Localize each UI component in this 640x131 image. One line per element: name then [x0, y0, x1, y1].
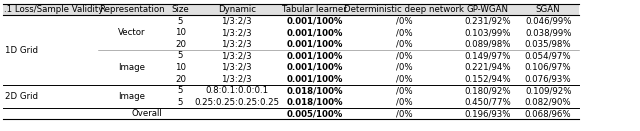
- Text: /0%: /0%: [396, 63, 412, 72]
- Text: 0.001/100%: 0.001/100%: [286, 63, 343, 72]
- Text: /0%: /0%: [396, 51, 412, 60]
- Text: 0.068/96%: 0.068/96%: [525, 109, 572, 118]
- Text: 1/3:2/3: 1/3:2/3: [221, 17, 252, 26]
- Text: 0.001/100%: 0.001/100%: [286, 75, 343, 84]
- Text: /0%: /0%: [396, 109, 412, 118]
- Text: 20: 20: [175, 75, 186, 84]
- Text: /0%: /0%: [396, 40, 412, 49]
- Text: 5: 5: [178, 86, 183, 95]
- Text: 0.221/94%: 0.221/94%: [464, 63, 511, 72]
- Text: 1/3:2/3: 1/3:2/3: [221, 75, 252, 84]
- Text: 5: 5: [178, 17, 183, 26]
- Text: Overall: Overall: [131, 109, 163, 118]
- Text: 0.035/98%: 0.035/98%: [525, 40, 572, 49]
- Text: 0.149/97%: 0.149/97%: [464, 51, 511, 60]
- Text: 5: 5: [178, 98, 183, 107]
- Text: Deterministic deep network: Deterministic deep network: [344, 5, 464, 14]
- Text: /0%: /0%: [396, 17, 412, 26]
- Text: 0.038/99%: 0.038/99%: [525, 28, 572, 37]
- Text: 1/3:2/3: 1/3:2/3: [221, 51, 252, 60]
- Text: 0.001/100%: 0.001/100%: [286, 28, 343, 37]
- Text: 0.231/92%: 0.231/92%: [464, 17, 511, 26]
- Text: 10: 10: [175, 63, 186, 72]
- Bar: [3, 4, 579, 15]
- Text: 1/3:2/3: 1/3:2/3: [221, 28, 252, 37]
- Text: 0.089/98%: 0.089/98%: [464, 40, 511, 49]
- Text: .1 Loss/Sample Validity: .1 Loss/Sample Validity: [4, 5, 104, 14]
- Text: /0%: /0%: [396, 98, 412, 107]
- Text: Image: Image: [118, 92, 145, 101]
- Text: 1/3:2/3: 1/3:2/3: [221, 40, 252, 49]
- Text: SGAN: SGAN: [536, 5, 561, 14]
- Text: 20: 20: [175, 40, 186, 49]
- Text: 0.018/100%: 0.018/100%: [286, 98, 343, 107]
- Text: Tabular learner: Tabular learner: [282, 5, 347, 14]
- Text: 0.109/92%: 0.109/92%: [525, 86, 572, 95]
- Text: 0.046/99%: 0.046/99%: [525, 17, 572, 26]
- Text: 0.106/97%: 0.106/97%: [525, 63, 572, 72]
- Text: 0.054/97%: 0.054/97%: [525, 51, 572, 60]
- Text: Image: Image: [118, 63, 145, 72]
- Text: 1D Grid: 1D Grid: [5, 46, 38, 55]
- Text: 0.450/77%: 0.450/77%: [464, 98, 511, 107]
- Text: 0.25:0.25:0.25:0.25: 0.25:0.25:0.25:0.25: [194, 98, 280, 107]
- Text: Representation: Representation: [99, 5, 164, 14]
- Text: 0.001/100%: 0.001/100%: [286, 51, 343, 60]
- Text: 0.196/93%: 0.196/93%: [464, 109, 511, 118]
- Text: 0.005/100%: 0.005/100%: [287, 109, 342, 118]
- Text: 10: 10: [175, 28, 186, 37]
- Text: 0.180/92%: 0.180/92%: [464, 86, 511, 95]
- Text: 0.082/90%: 0.082/90%: [525, 98, 572, 107]
- Text: 2D Grid: 2D Grid: [5, 92, 38, 101]
- Text: 5: 5: [178, 51, 183, 60]
- Text: /0%: /0%: [396, 28, 412, 37]
- Text: 0.001/100%: 0.001/100%: [286, 17, 343, 26]
- Text: 0.103/99%: 0.103/99%: [464, 28, 511, 37]
- Text: Vector: Vector: [118, 28, 145, 37]
- Text: 0.001/100%: 0.001/100%: [286, 40, 343, 49]
- Text: 0.8:0.1:0.0:0.1: 0.8:0.1:0.0:0.1: [205, 86, 268, 95]
- Text: /0%: /0%: [396, 86, 412, 95]
- Text: Size: Size: [172, 5, 189, 14]
- Text: 0.076/93%: 0.076/93%: [525, 75, 572, 84]
- Text: 0.152/94%: 0.152/94%: [464, 75, 511, 84]
- Text: GP-WGAN: GP-WGAN: [467, 5, 508, 14]
- Text: 1/3:2/3: 1/3:2/3: [221, 63, 252, 72]
- Text: Dynamic: Dynamic: [218, 5, 256, 14]
- Text: /0%: /0%: [396, 75, 412, 84]
- Text: 0.018/100%: 0.018/100%: [286, 86, 343, 95]
